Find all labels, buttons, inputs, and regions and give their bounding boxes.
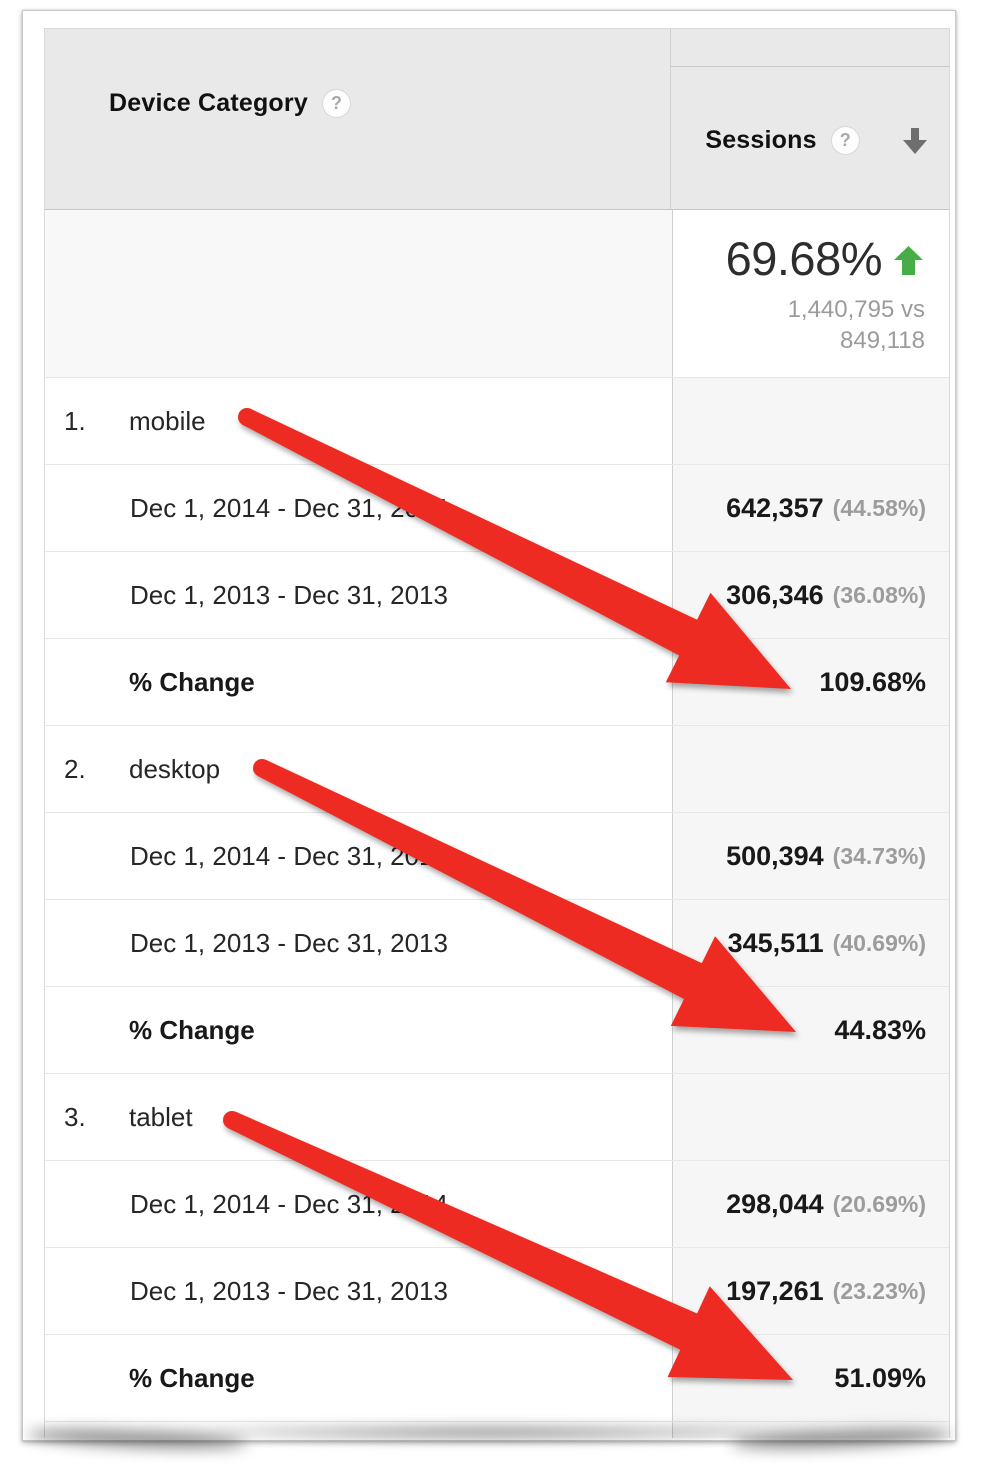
percent-change-row: % Change 44.83% [45,987,949,1074]
sessions-help-icon[interactable]: ? [830,126,860,155]
period-row: Dec 1, 2014 - Dec 31, 2014 500,394 (34.7… [45,813,949,900]
percent-change-label: % Change [129,1362,255,1393]
frame-shadow [37,1427,941,1453]
percent-change-row: % Change 109.68% [45,639,949,726]
sessions-share: (34.73%) [832,842,926,869]
period-label: Dec 1, 2014 - Dec 31, 2014 [130,492,448,523]
sessions-value: 197,261 [726,1275,824,1306]
sessions-share: (23.23%) [832,1277,926,1304]
category-row-mobile: 1. mobile [45,378,949,465]
summary-comparison-values: 1,440,795 vs 849,118 [787,296,925,354]
summary-row: 69.68% 1,440,795 vs 849,118 [45,210,949,378]
category-sessions-cell [672,726,949,812]
trend-up-icon [892,244,925,277]
percent-change-label: % Change [129,1014,255,1045]
category-label[interactable]: tablet [129,1101,193,1132]
period-label: Dec 1, 2014 - Dec 31, 2014 [130,840,448,871]
row-index: 2. [64,753,86,784]
period-label: Dec 1, 2013 - Dec 31, 2013 [130,579,448,610]
sort-descending-icon[interactable] [899,125,931,157]
sessions-value: 298,044 [726,1188,824,1219]
category-row-tablet: 3. tablet [45,1074,949,1161]
row-index: 3. [64,1101,86,1132]
period-row: Dec 1, 2014 - Dec 31, 2014 642,357 (44.5… [45,465,949,552]
percent-change-label: % Change [129,666,255,697]
sessions-header[interactable]: Sessions ? [671,67,949,208]
percent-change-value: 109.68% [819,666,926,697]
category-row-desktop: 2. desktop [45,726,949,813]
period-row: Dec 1, 2013 - Dec 31, 2013 306,346 (36.0… [45,552,949,639]
metric-group-strip [671,29,949,67]
sessions-share: (44.58%) [832,494,926,521]
period-row: Dec 1, 2013 - Dec 31, 2013 197,261 (23.2… [45,1248,949,1335]
category-cell[interactable]: 1. mobile [45,378,672,464]
sessions-value: 345,511 [727,927,824,958]
sessions-value: 642,357 [726,492,824,523]
sessions-header-column: Sessions ? [670,29,949,209]
summary-sessions-cell: 69.68% 1,440,795 vs 849,118 [672,210,949,377]
category-cell[interactable]: 3. tablet [45,1074,672,1160]
category-cell[interactable]: 2. desktop [45,726,672,812]
percent-change-value: 44.83% [834,1014,926,1045]
sessions-header-label: Sessions [705,126,817,154]
sessions-share: (36.08%) [832,581,926,608]
device-category-help-icon[interactable]: ? [321,89,351,118]
summary-dimension-cell [45,210,672,377]
device-category-header[interactable]: Device Category ? [45,29,671,209]
device-category-table: Device Category ? Sessions ? [44,28,950,1438]
sessions-share: (20.69%) [832,1190,926,1217]
category-sessions-cell [672,1074,949,1160]
sessions-value: 500,394 [726,840,824,871]
row-index: 1. [64,405,86,436]
sessions-value: 306,346 [726,579,824,610]
period-label: Dec 1, 2013 - Dec 31, 2013 [130,927,448,958]
table-header: Device Category ? Sessions ? [45,29,949,210]
percent-change-value: 51.09% [834,1362,926,1393]
category-label[interactable]: mobile [129,405,206,436]
sessions-share: (40.69%) [832,929,926,956]
category-sessions-cell [672,378,949,464]
analytics-table-frame: Device Category ? Sessions ? [22,10,956,1453]
period-row: Dec 1, 2014 - Dec 31, 2014 298,044 (20.6… [45,1161,949,1248]
category-label[interactable]: desktop [129,753,221,784]
period-label: Dec 1, 2013 - Dec 31, 2013 [130,1275,448,1306]
percent-change-row: % Change 51.09% [45,1335,949,1422]
summary-percent-change: 69.68% [725,232,883,285]
period-row: Dec 1, 2013 - Dec 31, 2013 345,511 (40.6… [45,900,949,987]
period-label: Dec 1, 2014 - Dec 31, 2014 [130,1188,448,1219]
device-category-header-label: Device Category [109,89,308,117]
